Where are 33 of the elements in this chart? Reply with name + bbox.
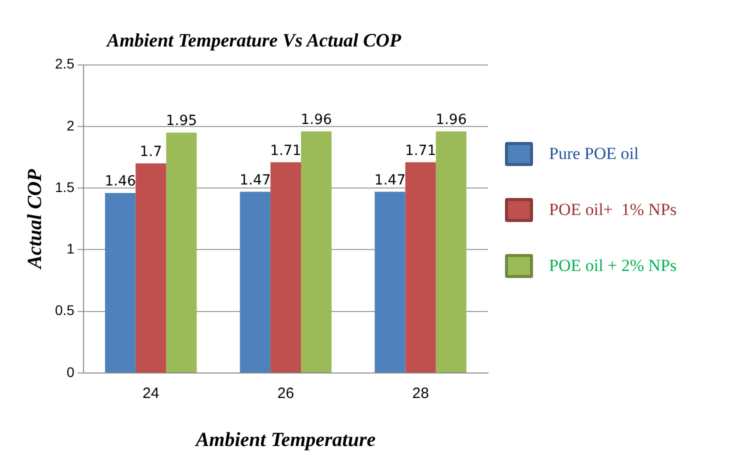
bar [405,162,436,372]
x-tick-label: 28 [412,385,429,402]
data-label: 1.47 [374,172,406,188]
bar [270,162,302,372]
x-tick-label: 26 [277,385,294,402]
bar [240,192,270,372]
data-label: 1.7 [140,144,162,160]
data-label: 1.46 [104,174,136,190]
legend-label: POE oil + 2% NPs [549,256,677,276]
chart-title: Ambient Temperature Vs Actual COP [106,30,402,52]
data-label: 1.96 [436,112,467,128]
x-axis-title: Ambient Temperature [194,429,376,452]
y-tick-label: 0.5 [54,302,75,318]
bar [166,132,197,372]
data-label: 1.71 [270,142,302,159]
y-tick-label: 0 [66,364,75,380]
legend-label: POE oil+ 1% NPs [549,200,677,220]
bar [436,131,466,372]
y-tick-label: 2 [66,117,75,134]
y-tick-label: 1.5 [54,178,75,195]
data-label: 1.47 [240,172,271,188]
bar [374,192,406,372]
y-tick-label: 2.5 [54,56,75,72]
bar [105,193,136,372]
x-tick-label: 24 [142,385,160,402]
y-axis-title: Actual COP [24,168,46,271]
data-label: 1.96 [300,112,332,128]
bar [301,131,332,372]
data-label: 1.95 [166,113,198,130]
legend-label: Pure POE oil [549,144,639,164]
data-label: 1.71 [404,142,436,159]
y-tick-label: 1 [66,240,75,257]
bar [136,163,166,372]
